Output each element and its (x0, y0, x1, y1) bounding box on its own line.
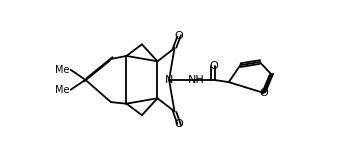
Text: Me: Me (55, 85, 69, 95)
Text: O: O (259, 88, 268, 98)
Text: NH: NH (188, 75, 205, 85)
Text: N: N (165, 75, 173, 85)
Text: O: O (175, 119, 184, 129)
Text: O: O (175, 31, 184, 41)
Text: O: O (209, 61, 218, 71)
Text: Me: Me (55, 65, 69, 75)
